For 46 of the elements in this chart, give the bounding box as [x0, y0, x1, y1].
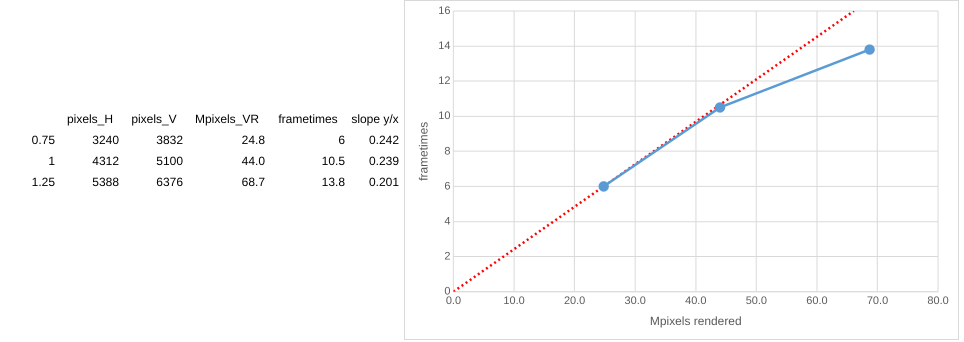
x-tick-label: 30.0: [624, 295, 646, 308]
category-label: 1: [48, 154, 55, 168]
x-tick-label: 80.0: [927, 295, 949, 308]
y-tick-label: 8: [444, 145, 450, 158]
text: 0.239: [368, 154, 399, 168]
x-tick-label: 50.0: [746, 295, 768, 308]
y-axis-title: frametimes: [416, 122, 430, 181]
x-tick-label: 60.0: [806, 295, 828, 308]
x-tick-label: 40.0: [685, 295, 706, 308]
point: [598, 181, 609, 192]
category-label: Mpixels_VR: [194, 110, 260, 128]
category-label: slope y/x: [350, 110, 400, 128]
text: 13.8: [322, 174, 345, 188]
text: 0.201: [368, 174, 399, 188]
x-tick-label: 70.0: [866, 295, 888, 308]
point: [714, 102, 726, 113]
y-tick-label: 14: [438, 40, 450, 52]
x-tick-label: 10.0: [503, 295, 525, 308]
text: 3240: [92, 132, 119, 146]
y-tick-label: 16: [438, 4, 450, 17]
text: 4312: [92, 154, 119, 168]
x-tick-label: 0.0: [446, 295, 462, 308]
text: 5100: [156, 154, 183, 168]
y-tick-label: 10: [438, 110, 450, 122]
category-label: frametimes: [277, 110, 339, 128]
category-label: pixels_H: [66, 110, 114, 128]
category-label: 0.75: [32, 132, 55, 146]
y-tick-label: 6: [444, 180, 450, 192]
category-label: 1.25: [32, 174, 55, 188]
category-label: pixels_V: [130, 110, 178, 128]
text: 24.8: [242, 132, 265, 146]
x-tick-label: 20.0: [564, 295, 586, 308]
text: 10.5: [322, 154, 345, 168]
y-tick-label: 12: [438, 75, 450, 88]
text: 6: [338, 132, 345, 146]
y-tick-label: 4: [444, 216, 450, 228]
text: 0.242: [368, 132, 399, 146]
y-tick-label: 2: [444, 250, 450, 263]
point: [864, 44, 875, 55]
text: 3832: [156, 132, 183, 146]
text: 5388: [92, 174, 119, 188]
y-tick-label: 0: [444, 286, 450, 298]
x-axis-title: Mpixels rendered: [650, 314, 742, 328]
text: 44.0: [242, 154, 265, 168]
text: 68.7: [242, 174, 265, 188]
text: 6376: [156, 174, 183, 188]
